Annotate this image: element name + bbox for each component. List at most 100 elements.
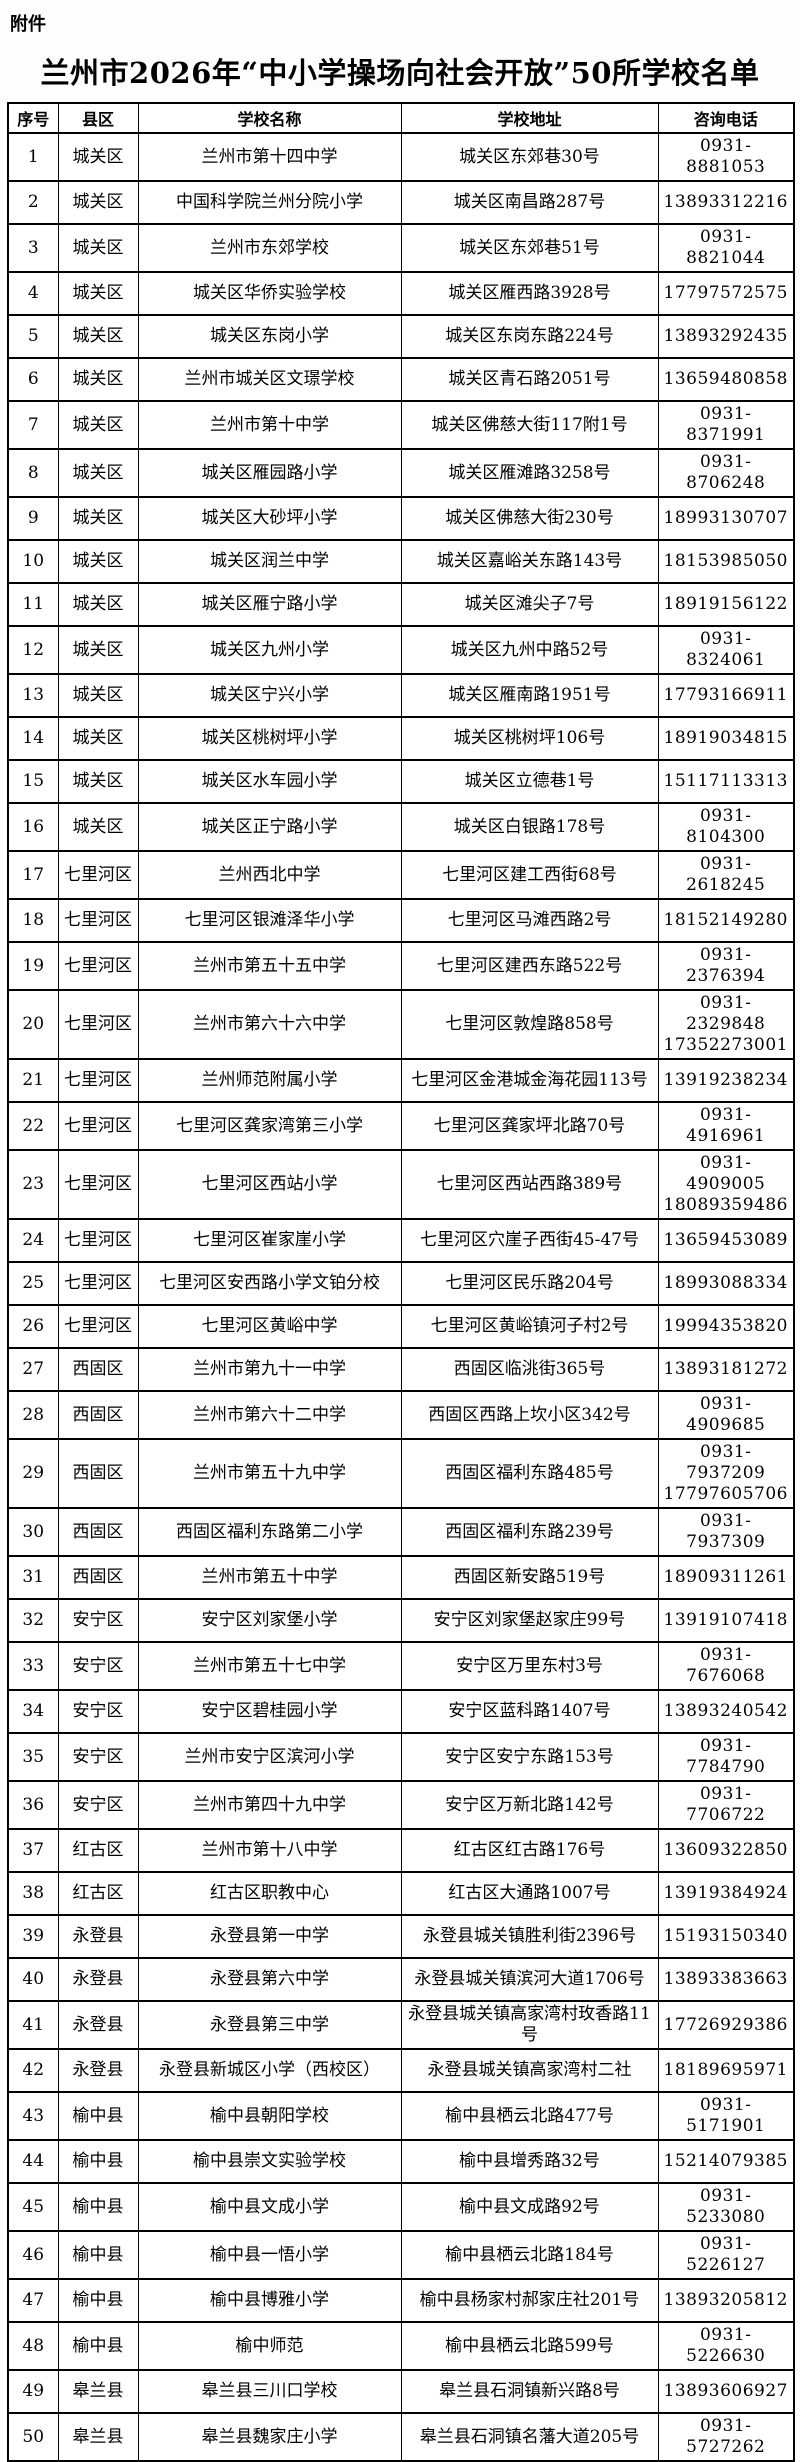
- cell-school: 兰州西北中学: [137, 850, 402, 900]
- cell-phone: 0931-7937309: [657, 1507, 795, 1557]
- cell-district: 榆中县: [57, 2139, 139, 2184]
- cell-phone: 0931-8104300: [657, 802, 795, 852]
- cell-phone: 0931-8821044: [657, 223, 795, 273]
- cell-school: 城关区雁园路小学: [137, 448, 402, 498]
- cell-phone: 13893312216: [657, 180, 795, 225]
- cell-school: 城关区桃树坪小学: [137, 716, 402, 761]
- cell-district: 红古区: [57, 1871, 139, 1916]
- cell-district: 西固区: [57, 1438, 139, 1509]
- table-row: 43 榆中县 榆中县朝阳学校 榆中县栖云北路477号 0931-5171901: [7, 2091, 795, 2141]
- table-row: 11 城关区 城关区雁宁路小学 城关区滩尖子7号 18919156122: [7, 582, 795, 627]
- cell-address: 城关区佛慈大街117附1号: [400, 400, 659, 450]
- cell-address: 安宁区刘家堡赵家庄99号: [400, 1598, 659, 1643]
- column-header: 县区: [57, 102, 139, 134]
- cell-district: 城关区: [57, 759, 139, 804]
- cell-phone: 13893292435: [657, 314, 795, 359]
- cell-district: 七里河区: [57, 989, 139, 1060]
- cell-phone: 0931-7706722: [657, 1780, 795, 1830]
- cell-no: 15: [7, 759, 59, 804]
- cell-school: 兰州市第十中学: [137, 400, 402, 450]
- cell-address: 城关区青石路2051号: [400, 357, 659, 402]
- cell-no: 2: [7, 180, 59, 225]
- cell-school: 城关区雁宁路小学: [137, 582, 402, 627]
- cell-address: 永登县城关镇滨河大道1706号: [400, 1957, 659, 2002]
- cell-address: 安宁区安宁东路153号: [400, 1732, 659, 1782]
- cell-school: 七里河区西站小学: [137, 1149, 402, 1220]
- cell-no: 12: [7, 625, 59, 675]
- attachment-label: 附件: [10, 14, 46, 34]
- cell-school: 兰州市第四十九中学: [137, 1780, 402, 1830]
- column-header: 咨询电话: [657, 102, 795, 134]
- table-header-row: 序号 县区 学校名称 学校地址 咨询电话: [7, 102, 795, 134]
- table-row: 16 城关区 城关区正宁路小学 城关区白银路178号 0931-8104300: [7, 802, 795, 852]
- table-row: 32 安宁区 安宁区刘家堡小学 安宁区刘家堡赵家庄99号 13919107418: [7, 1598, 795, 1643]
- cell-address: 七里河区马滩西路2号: [400, 898, 659, 943]
- column-header: 学校名称: [137, 102, 402, 134]
- cell-phone: 0931-5727262: [657, 2412, 795, 2462]
- cell-no: 35: [7, 1732, 59, 1782]
- cell-district: 西固区: [57, 1390, 139, 1440]
- cell-school: 永登县第一中学: [137, 1914, 402, 1959]
- cell-address: 安宁区万新北路142号: [400, 1780, 659, 1830]
- cell-no: 6: [7, 357, 59, 402]
- table-row: 18 七里河区 七里河区银滩泽华小学 七里河区马滩西路2号 18152149280: [7, 898, 795, 943]
- cell-address: 西固区西路上坎小区342号: [400, 1390, 659, 1440]
- cell-district: 城关区: [57, 314, 139, 359]
- cell-school: 兰州市第六十六中学: [137, 989, 402, 1060]
- cell-district: 七里河区: [57, 898, 139, 943]
- cell-district: 安宁区: [57, 1732, 139, 1782]
- cell-no: 28: [7, 1390, 59, 1440]
- table-row: 7 城关区 兰州市第十中学 城关区佛慈大街117附1号 0931-8371991: [7, 400, 795, 450]
- cell-phone: 17793166911: [657, 673, 795, 718]
- cell-phone: 0931-7937209 17797605706: [657, 1438, 795, 1509]
- cell-district: 七里河区: [57, 1304, 139, 1349]
- cell-district: 城关区: [57, 802, 139, 852]
- cell-district: 城关区: [57, 357, 139, 402]
- cell-no: 24: [7, 1218, 59, 1263]
- cell-school: 城关区水车园小学: [137, 759, 402, 804]
- cell-phone: 0931-4909005 18089359486: [657, 1149, 795, 1220]
- cell-phone: 15117113313: [657, 759, 795, 804]
- cell-no: 14: [7, 716, 59, 761]
- cell-district: 七里河区: [57, 850, 139, 900]
- page-title: 兰州市2026年“中小学操场向社会开放”50所学校名单: [40, 56, 760, 90]
- cell-phone: 13919384924: [657, 1871, 795, 1916]
- cell-phone: 0931-4909685: [657, 1390, 795, 1440]
- cell-address: 榆中县增秀路32号: [400, 2139, 659, 2184]
- cell-no: 42: [7, 2048, 59, 2093]
- table-row: 15 城关区 城关区水车园小学 城关区立德巷1号 15117113313: [7, 759, 795, 804]
- cell-address: 榆中县杨家村郝家庄社201号: [400, 2278, 659, 2323]
- cell-district: 城关区: [57, 625, 139, 675]
- cell-district: 安宁区: [57, 1641, 139, 1691]
- cell-phone: 17797572575: [657, 271, 795, 316]
- cell-district: 城关区: [57, 582, 139, 627]
- table-row: 5 城关区 城关区东岗小学 城关区东岗东路224号 13893292435: [7, 314, 795, 359]
- cell-address: 城关区雁滩路3258号: [400, 448, 659, 498]
- cell-no: 37: [7, 1828, 59, 1873]
- cell-school: 永登县第六中学: [137, 1957, 402, 2002]
- cell-address: 榆中县栖云北路184号: [400, 2230, 659, 2280]
- cell-phone: 18153985050: [657, 539, 795, 584]
- cell-no: 25: [7, 1261, 59, 1306]
- cell-phone: 0931-8371991: [657, 400, 795, 450]
- cell-school: 西固区福利东路第二小学: [137, 1507, 402, 1557]
- cell-address: 七里河区建工西街68号: [400, 850, 659, 900]
- cell-school: 中国科学院兰州分院小学: [137, 180, 402, 225]
- cell-address: 城关区立德巷1号: [400, 759, 659, 804]
- cell-district: 榆中县: [57, 2278, 139, 2323]
- cell-no: 16: [7, 802, 59, 852]
- cell-district: 城关区: [57, 223, 139, 273]
- cell-no: 44: [7, 2139, 59, 2184]
- table-row: 30 西固区 西固区福利东路第二小学 西固区福利东路239号 0931-7937309: [7, 1507, 795, 1557]
- cell-school: 城关区正宁路小学: [137, 802, 402, 852]
- cell-school: 七里河区银滩泽华小学: [137, 898, 402, 943]
- table-body: 1 城关区 兰州市第十四中学 城关区东郊巷30号 0931-8881053 2 城关区 中国科…: [7, 132, 795, 2462]
- cell-district: 城关区: [57, 716, 139, 761]
- cell-school: 七里河区龚家湾第三小学: [137, 1101, 402, 1151]
- cell-district: 七里河区: [57, 1058, 139, 1103]
- cell-no: 32: [7, 1598, 59, 1643]
- cell-school: 兰州市第五十九中学: [137, 1438, 402, 1509]
- cell-no: 17: [7, 850, 59, 900]
- cell-phone: 0931-5233080: [657, 2182, 795, 2232]
- cell-district: 永登县: [57, 1914, 139, 1959]
